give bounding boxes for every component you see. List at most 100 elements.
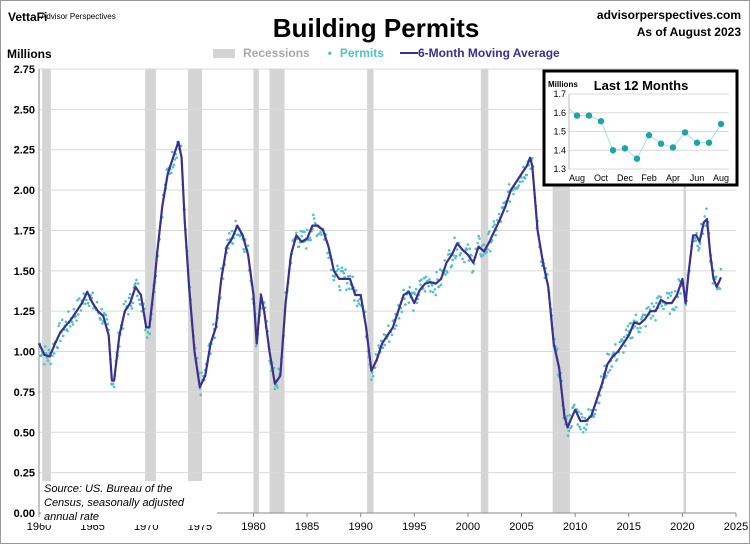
inset-point (657, 140, 665, 147)
permit-point (246, 244, 250, 247)
permit-point (439, 283, 443, 287)
permit-point (656, 296, 659, 300)
permit-point (77, 297, 81, 300)
permit-point (45, 356, 49, 359)
y-tick-label: 1.50 (14, 266, 35, 278)
permit-point (447, 249, 451, 252)
legend-recessions: Recessions (243, 46, 310, 60)
permit-point (492, 220, 496, 223)
permit-point (482, 243, 486, 247)
permit-point (61, 334, 65, 338)
permit-point (568, 413, 572, 417)
permit-point (297, 245, 301, 248)
permit-point (435, 270, 438, 274)
permit-point (86, 301, 90, 305)
permit-point (455, 248, 459, 251)
permit-point (594, 408, 598, 412)
permit-point (451, 258, 455, 262)
permit-point (87, 304, 91, 308)
permit-point (106, 322, 110, 326)
permit-point (622, 351, 625, 354)
permit-point (414, 287, 418, 291)
permit-point (423, 289, 427, 293)
permit-point (608, 368, 612, 372)
permit-point (397, 316, 401, 320)
inset-point (681, 129, 689, 136)
permit-point (518, 180, 522, 184)
permit-point (593, 412, 597, 416)
permit-point (506, 190, 510, 193)
y-tick-label: 1.25 (14, 306, 35, 318)
permit-point (427, 284, 430, 288)
permit-point (134, 282, 137, 285)
x-tick-label: 1995 (402, 521, 426, 533)
permit-point (374, 353, 378, 356)
permit-point (493, 223, 497, 226)
permit-point (576, 423, 580, 426)
permit-point (424, 275, 428, 279)
permit-point (273, 387, 277, 391)
permit-point (615, 358, 619, 361)
legend-recession-swatch (213, 48, 235, 58)
permit-point (647, 305, 650, 309)
permit-point (581, 415, 584, 419)
permit-point (662, 307, 665, 311)
y-tick-label: 0.00 (14, 508, 35, 520)
permit-point (430, 284, 434, 287)
permit-point (587, 408, 590, 411)
x-tick-label: 2005 (509, 521, 533, 533)
permit-point (351, 275, 354, 279)
permit-point (420, 278, 423, 282)
permit-point (603, 364, 606, 367)
permit-point (353, 299, 356, 302)
permit-point (130, 307, 134, 310)
y-tick-label: 0.25 (14, 468, 35, 480)
permit-point (105, 317, 109, 321)
permit-point (335, 269, 338, 273)
y-tick-label: 1.00 (14, 347, 35, 359)
permit-point (66, 329, 69, 333)
permit-point (226, 238, 229, 242)
inset-x-tick: Aug (713, 173, 729, 183)
permit-point (610, 365, 614, 368)
permit-point (322, 238, 326, 241)
permit-point (636, 326, 640, 330)
inset-point (705, 139, 713, 146)
permit-point (517, 184, 521, 187)
permit-point (444, 273, 447, 276)
inset-point (693, 139, 701, 146)
permit-point (607, 353, 611, 356)
permit-point (450, 264, 454, 267)
permit-point (660, 304, 664, 308)
permit-point (337, 267, 340, 271)
permit-point (211, 323, 215, 326)
permit-point (308, 236, 312, 240)
permit-point (95, 300, 99, 304)
permit-point (659, 295, 663, 299)
permit-point (520, 176, 523, 179)
permit-point (433, 288, 437, 291)
inset-point (669, 144, 677, 151)
permit-point (521, 180, 524, 183)
permit-point (454, 256, 457, 260)
permit-point (649, 317, 653, 320)
permit-point (638, 330, 641, 334)
x-tick-label: 1990 (348, 521, 372, 533)
permit-point (422, 276, 426, 280)
permit-point (481, 253, 485, 257)
inset-point (717, 120, 725, 128)
legend-permits: Permits (339, 46, 384, 60)
permit-point (580, 412, 583, 416)
inset-ylabel: Millions (548, 80, 578, 89)
permit-point (679, 292, 682, 295)
permit-point (354, 289, 358, 292)
permit-point (605, 374, 608, 378)
permit-point (135, 294, 139, 298)
permit-point (243, 250, 246, 253)
inset-x-tick: Oct (594, 173, 609, 183)
permit-point (626, 324, 630, 328)
permit-point (529, 167, 532, 170)
inset-point (645, 132, 653, 139)
permit-point (434, 293, 438, 297)
